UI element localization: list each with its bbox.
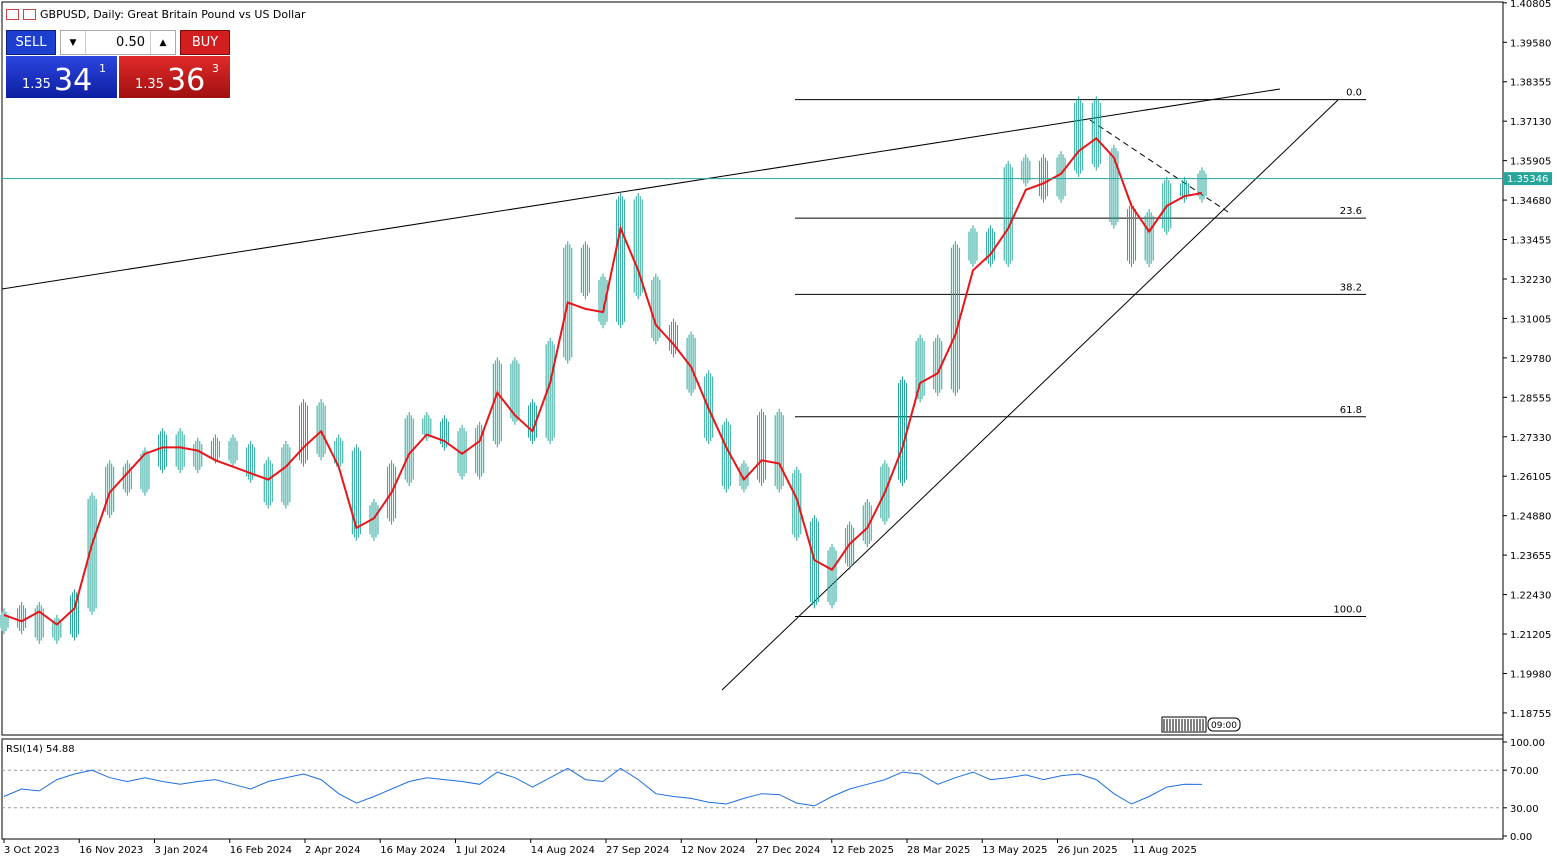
buy-price-prefix: 1.35 bbox=[135, 77, 164, 92]
price-tick-label: 1.34680 bbox=[1510, 196, 1551, 207]
time-tick-label: 11 Aug 2025 bbox=[1133, 845, 1197, 856]
price-tick-label: 1.29780 bbox=[1510, 354, 1551, 365]
current-price-box bbox=[1504, 172, 1552, 186]
price-tick-label: 1.33455 bbox=[1510, 236, 1551, 247]
symbol-title: GBPUSD, Daily: Great Britain Pound vs US… bbox=[40, 8, 306, 21]
sell-price[interactable]: 1.35 34 1 bbox=[6, 56, 117, 98]
fib-level-label: 61.8 bbox=[1340, 405, 1362, 416]
buy-price-sup: 3 bbox=[212, 62, 219, 75]
moving-average-line bbox=[3, 136, 1203, 626]
fib-level-label: 38.2 bbox=[1340, 282, 1362, 293]
trendlines bbox=[1, 88, 1339, 691]
price-tick-label: 1.28555 bbox=[1510, 393, 1551, 404]
main-plot-frame bbox=[1, 1, 1504, 736]
long-term-trendline bbox=[1, 88, 1281, 290]
buy-button[interactable]: BUY bbox=[180, 30, 230, 55]
rsi-tick-label: 100.00 bbox=[1510, 738, 1545, 749]
price-tick-label: 1.19980 bbox=[1510, 669, 1551, 680]
price-tick-label: 1.39580 bbox=[1510, 38, 1551, 49]
price-tick-label: 1.40805 bbox=[1510, 0, 1551, 10]
rsi-line bbox=[3, 767, 1203, 807]
buy-price-big: 36 bbox=[167, 63, 206, 98]
price-tick-label: 1.32230 bbox=[1510, 275, 1551, 286]
fib-level-label: 23.6 bbox=[1340, 206, 1362, 217]
time-tick-label: 16 May 2024 bbox=[380, 845, 445, 856]
time-tick-label: 3 Jan 2024 bbox=[155, 845, 209, 856]
current-price-label: 1.35346 bbox=[1507, 174, 1548, 185]
volume-box: ▼ 0.50 ▲ bbox=[60, 30, 176, 55]
time-tick-label: 16 Nov 2023 bbox=[79, 845, 143, 856]
chart-title-bar: GBPUSD, Daily: Great Britain Pound vs US… bbox=[6, 8, 306, 21]
sell-price-sup: 1 bbox=[99, 62, 106, 75]
sell-price-prefix: 1.35 bbox=[22, 77, 51, 92]
volume-increase-icon[interactable]: ▲ bbox=[150, 31, 175, 54]
price-tick-label: 1.31005 bbox=[1510, 314, 1551, 325]
price-tick-label: 1.27330 bbox=[1510, 433, 1551, 444]
time-axis: 3 Oct 2023 16 Nov 2023 3 Jan 2024 16 Feb 20… bbox=[3, 839, 1197, 856]
one-click-trading-panel: SELL ▼ 0.50 ▲ BUY 1.35 34 1 1.35 36 3 bbox=[6, 30, 230, 98]
time-label-box bbox=[1207, 717, 1241, 732]
time-tick-label: 2 Apr 2024 bbox=[305, 845, 360, 856]
rsi-title: RSI(14) 54.88 bbox=[6, 744, 75, 755]
rsi-indicator bbox=[2, 767, 1503, 809]
fib-level-label: 100.0 bbox=[1333, 604, 1362, 615]
chart-type-icon[interactable] bbox=[23, 9, 36, 20]
rsi-plot-frame bbox=[1, 738, 1504, 840]
rsi-tick-label: 70.00 bbox=[1510, 766, 1539, 777]
time-tick-label: 27 Dec 2024 bbox=[757, 845, 821, 856]
price-tick-label: 1.23655 bbox=[1510, 551, 1551, 562]
time-tick-label: 14 Aug 2024 bbox=[531, 845, 595, 856]
price-tick-label: 1.37130 bbox=[1510, 117, 1551, 128]
ascending-support-line bbox=[721, 99, 1339, 691]
rsi-tick-label: 0.00 bbox=[1510, 832, 1532, 843]
time-tick-label: 12 Feb 2025 bbox=[832, 845, 894, 856]
time-tick-label: 26 Jun 2025 bbox=[1058, 845, 1118, 856]
price-tick-label: 1.26105 bbox=[1510, 472, 1551, 483]
time-tick-label: 1 Jul 2024 bbox=[456, 845, 506, 856]
price-tick-label: 1.35905 bbox=[1510, 157, 1551, 168]
descending-dashed-line bbox=[1089, 119, 1229, 213]
price-tick-label: 1.22430 bbox=[1510, 591, 1551, 602]
moving-average bbox=[3, 136, 1203, 626]
time-label: 09:00 bbox=[1211, 721, 1237, 731]
volume-input[interactable]: 0.50 bbox=[116, 35, 145, 50]
time-tick-label: 13 May 2025 bbox=[982, 845, 1047, 856]
window-list-icon[interactable] bbox=[6, 9, 19, 20]
price-tick-label: 1.38355 bbox=[1510, 78, 1551, 89]
price-tick-label: 1.18755 bbox=[1510, 709, 1551, 720]
price-axis: 1.40805 1.39580 1.38355 1.37130 1.35905 1.346… bbox=[1503, 0, 1551, 843]
time-tick-label: 3 Oct 2023 bbox=[4, 845, 59, 856]
price-tick-label: 1.24880 bbox=[1510, 512, 1551, 523]
fibonacci-levels: 0.0 23.6 38.2 61.8 100.0 bbox=[795, 88, 1366, 617]
price-tick-label: 1.21205 bbox=[1510, 630, 1551, 641]
scroll-marker[interactable] bbox=[1161, 716, 1207, 733]
time-tick-label: 16 Feb 2024 bbox=[230, 845, 292, 856]
buy-price[interactable]: 1.35 36 3 bbox=[119, 56, 230, 98]
time-tick-label: 12 Nov 2024 bbox=[681, 845, 745, 856]
fib-level-label: 0.0 bbox=[1346, 88, 1362, 99]
sell-button[interactable]: SELL bbox=[6, 30, 56, 55]
time-tick-label: 27 Sep 2024 bbox=[606, 845, 669, 856]
sell-price-big: 34 bbox=[54, 63, 93, 98]
rsi-tick-label: 30.00 bbox=[1510, 804, 1539, 815]
time-tick-label: 28 Mar 2025 bbox=[907, 845, 970, 856]
volume-decrease-icon[interactable]: ▼ bbox=[61, 31, 86, 54]
